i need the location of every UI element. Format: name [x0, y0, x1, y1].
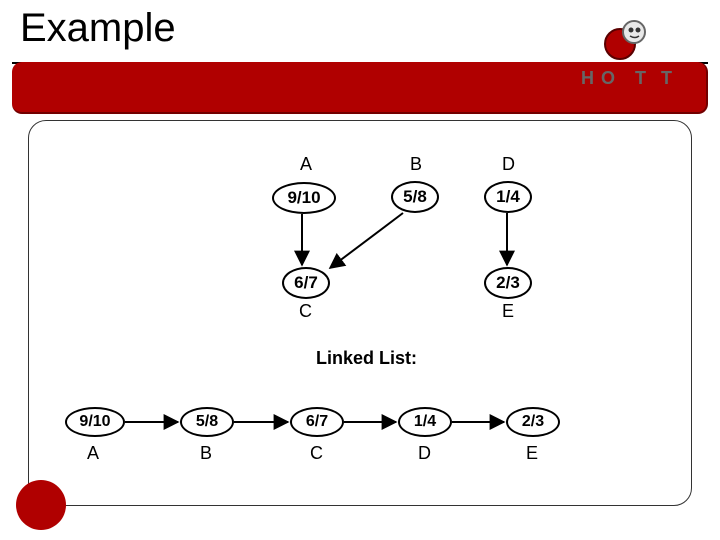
ll-node-label-e: E [526, 443, 538, 464]
graph-node-label-e: E [502, 301, 514, 322]
graph-node-a: 9/10 [272, 182, 336, 214]
graph-node-label-d: D [502, 154, 515, 175]
linked-list-label: Linked List: [316, 348, 417, 369]
ll-node-label-a: A [87, 443, 99, 464]
graph-node-b: 5/8 [391, 181, 439, 213]
ll-node-label-b: B [200, 443, 212, 464]
graph-node-label-a: A [300, 154, 312, 175]
ll-node-b: 5/8 [180, 407, 234, 437]
graph-node-e: 2/3 [484, 267, 532, 299]
ll-node-a: 9/10 [65, 407, 125, 437]
graph-node-label-c: C [299, 301, 312, 322]
graph-node-label-b: B [410, 154, 422, 175]
slide: Example OHIO STATE BUCKEYES 9/10A5/8B1/4… [0, 0, 720, 540]
accent-dot-icon [16, 480, 66, 530]
edge-b-c [330, 213, 403, 268]
edges-svg [0, 0, 720, 540]
graph-node-c: 6/7 [282, 267, 330, 299]
ll-node-label-c: C [310, 443, 323, 464]
ll-node-label-d: D [418, 443, 431, 464]
graph-node-d: 1/4 [484, 181, 532, 213]
ll-node-c: 6/7 [290, 407, 344, 437]
ll-node-d: 1/4 [398, 407, 452, 437]
ll-node-e: 2/3 [506, 407, 560, 437]
